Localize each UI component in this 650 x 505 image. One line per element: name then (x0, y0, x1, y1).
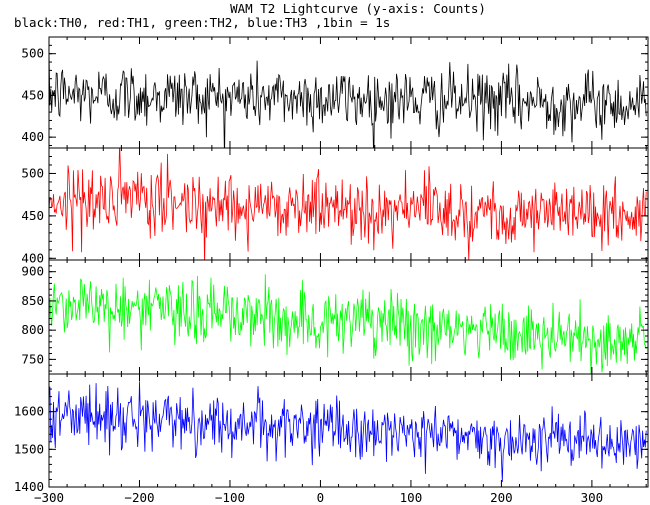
x-tick-label: −100 (215, 490, 245, 505)
x-tick-label: −300 (34, 490, 64, 505)
y-tick-label: 850 (21, 293, 44, 308)
panel-frame (48, 373, 649, 488)
y-tick-label: 750 (21, 351, 44, 366)
lightcurve-panel: 400 450 500 (21, 147, 649, 265)
panels: 400 450 500 400 450 500 750 800 850 900 1400 1500 16… (14, 36, 649, 505)
figure-subtitle: black:TH0, red:TH1, green:TH2, blue:TH3 … (14, 15, 390, 30)
y-tick-label: 1500 (14, 441, 44, 456)
series-line (49, 49, 647, 148)
y-tick-label: 900 (21, 264, 44, 279)
x-tick-label: 300 (581, 490, 604, 505)
x-tick-label: 100 (400, 490, 423, 505)
y-tick-label: 450 (21, 87, 44, 102)
series-line (49, 381, 647, 483)
x-tick-label: 200 (490, 490, 513, 505)
lightcurve-panel: 400 450 500 (21, 36, 649, 149)
y-tick-label: 1400 (14, 479, 44, 494)
x-tick-label: −200 (124, 490, 154, 505)
y-tick-label: 500 (21, 165, 44, 180)
y-tick-label: 400 (21, 250, 44, 265)
lightcurve-panel: 1400 1500 1600 −300 −200 −100 0 100 200 300 (14, 373, 649, 505)
lightcurve-panel: 750 800 850 900 (21, 259, 649, 375)
y-tick-label: 400 (21, 129, 44, 144)
x-tick-label: 0 (317, 490, 325, 505)
y-tick-label: 500 (21, 46, 44, 61)
series-line (49, 148, 647, 260)
y-tick-label: 800 (21, 322, 44, 337)
figure-title: WAM T2 Lightcurve (y-axis: Counts) (230, 1, 486, 16)
series-line (49, 274, 647, 374)
y-tick-label: 1600 (14, 404, 44, 419)
y-tick-label: 450 (21, 208, 44, 223)
panel-frame (48, 259, 649, 375)
